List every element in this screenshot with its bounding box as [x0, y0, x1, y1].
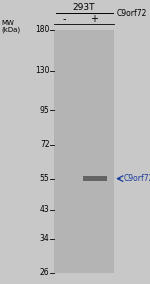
Text: 95: 95: [40, 106, 50, 114]
Text: 43: 43: [40, 205, 50, 214]
Text: 293T: 293T: [73, 3, 95, 12]
Text: 26: 26: [40, 268, 50, 277]
Text: -: -: [63, 14, 66, 24]
Text: 130: 130: [35, 66, 50, 75]
Bar: [54, 30, 114, 273]
Text: MW
(kDa): MW (kDa): [2, 20, 21, 33]
Text: 55: 55: [40, 174, 50, 183]
Text: C9orf72: C9orf72: [124, 174, 150, 183]
Text: 34: 34: [40, 235, 50, 243]
Text: C9orf72: C9orf72: [117, 9, 147, 18]
Bar: [82, 176, 106, 181]
Text: 180: 180: [35, 25, 50, 34]
Text: +: +: [90, 14, 99, 24]
Text: 72: 72: [40, 140, 50, 149]
